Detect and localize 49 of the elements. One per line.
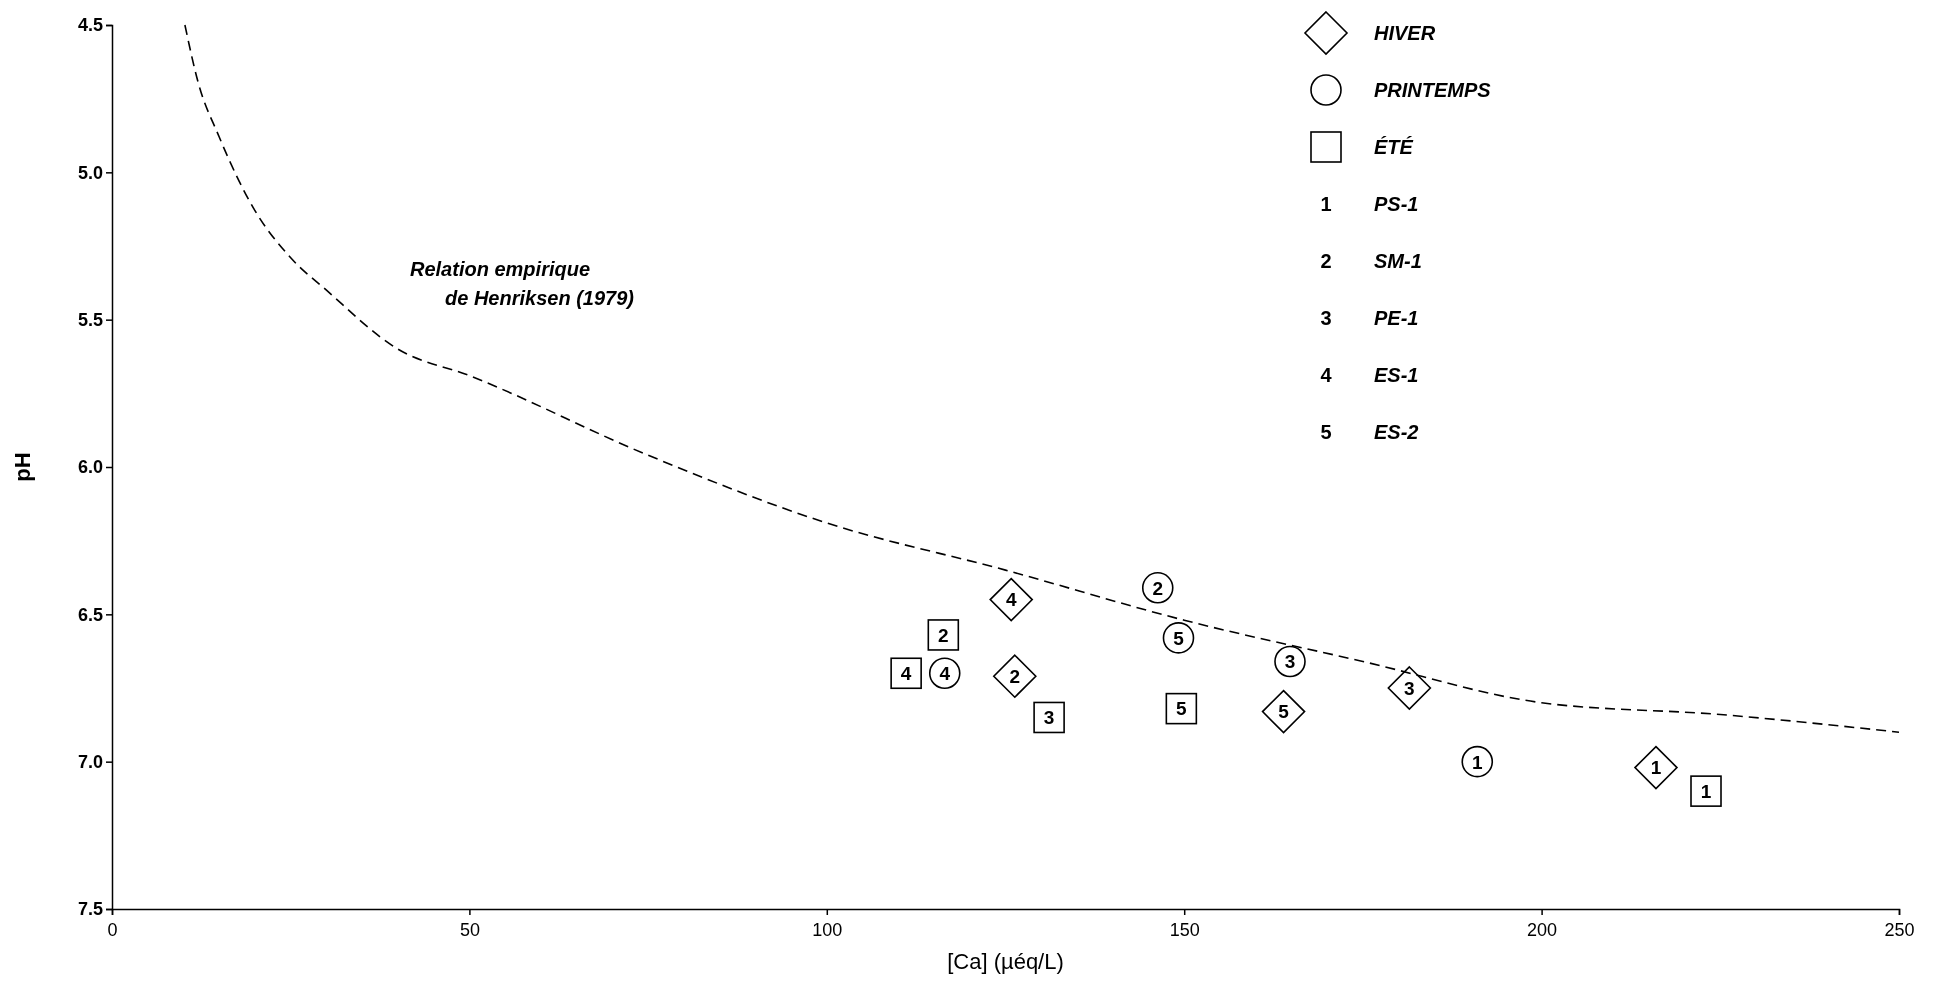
annotation: 3 [1404, 677, 1415, 699]
y-tick-label: 6.0 [77, 457, 103, 478]
annotation: Relation empirique de Henriksen (1979) [410, 258, 635, 309]
annotation: 4 [1005, 589, 1017, 611]
x-tick-label: 250 [1884, 920, 1915, 940]
annotation: 3 [1320, 307, 1332, 329]
point [989, 577, 1034, 622]
annotation: 4 [900, 663, 912, 685]
annotation: 2 [1320, 250, 1332, 272]
annotation: ES-2 [1374, 421, 1419, 443]
annotation: 4 [939, 663, 951, 685]
annotation: PS-1 [1374, 193, 1419, 215]
y-tick-label: 6.5 [77, 604, 103, 625]
x-axis-title: [Ca] (µéq/L) [947, 949, 1064, 974]
point [1261, 689, 1306, 734]
y-axis-title: pH [10, 452, 35, 482]
x-tick-label: 200 [1527, 920, 1558, 940]
x-tick-label: 100 [812, 920, 843, 940]
annotation: SM-1 [1374, 250, 1422, 272]
annotation: 5 [1176, 698, 1188, 720]
x-tick-label: 150 [1169, 920, 1200, 940]
legend-label: ÉTÉ [1374, 136, 1414, 158]
x-tick-label: 0 [107, 920, 118, 940]
y-tick-label: 4.5 [77, 15, 103, 36]
annotation: 1 [1700, 780, 1712, 802]
annotation: 3 [1284, 651, 1296, 673]
line-series [184, 24, 1900, 733]
y-tick-label: 7.0 [77, 751, 103, 772]
annotation: 2 [938, 624, 949, 646]
point [1634, 745, 1678, 790]
annotation: 1 [1471, 751, 1483, 773]
legend-label: HIVER [1374, 22, 1436, 44]
y-tick-label: 7.5 [77, 899, 103, 920]
annotation: 3 [1043, 707, 1055, 729]
legend-label: PRINTEMPS [1374, 79, 1492, 101]
annotation: 1 [1320, 193, 1332, 215]
annotation: 4 [1320, 364, 1333, 386]
annotation: PE-1 [1374, 307, 1419, 329]
annotation: 2 [1009, 666, 1021, 688]
y-tick-label: 5.0 [77, 162, 103, 183]
point [992, 654, 1037, 699]
annotation: 5 [1173, 627, 1185, 649]
y-tick-label: 5.5 [77, 309, 103, 330]
x-tick-label: 50 [459, 920, 480, 940]
annotation: 1 [1650, 757, 1662, 779]
annotation: 5 [1320, 421, 1332, 443]
annotation: 5 [1278, 701, 1290, 723]
annotation: 2 [1152, 577, 1164, 599]
annotation: ES-1 [1374, 364, 1419, 386]
